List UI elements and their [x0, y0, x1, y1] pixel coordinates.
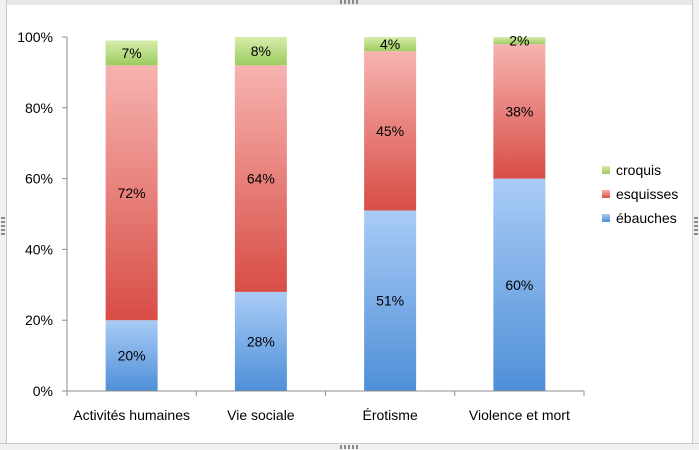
legend-label: ébauches: [616, 210, 677, 226]
x-category-label: Érotisme: [363, 407, 418, 423]
x-category-label: Vie sociale: [227, 407, 295, 423]
y-tick-label: 20%: [25, 312, 53, 328]
legend-swatch-esquisses: [602, 190, 610, 198]
x-category-label: Activités humaines: [73, 407, 190, 423]
resize-handle-left[interactable]: [1, 215, 5, 235]
data-label: 64%: [247, 171, 275, 187]
resize-handle-top[interactable]: [340, 0, 360, 4]
y-tick-label: 100%: [17, 29, 53, 45]
data-label: 51%: [376, 293, 404, 309]
resize-handle-bottom[interactable]: [340, 445, 360, 449]
data-label: 45%: [376, 123, 404, 139]
data-label: 20%: [118, 348, 146, 364]
data-label: 28%: [247, 333, 275, 349]
resize-handle-right[interactable]: [694, 215, 698, 235]
y-tick-label: 40%: [25, 241, 53, 257]
legend-label: esquisses: [616, 186, 678, 202]
bar-segment-ébauches: [364, 210, 417, 391]
bar-segment-ébauches: [105, 320, 158, 391]
data-label: 4%: [380, 36, 400, 52]
data-label: 8%: [251, 43, 271, 59]
data-label: 38%: [505, 103, 533, 119]
bar-segment-ébauches: [493, 178, 546, 391]
bar-segment-croquis: [234, 37, 287, 66]
bar-segment-esquisses: [364, 51, 417, 211]
y-tick-label: 0%: [33, 383, 53, 399]
data-label: 72%: [118, 185, 146, 201]
x-axis: Activités humaines Vie sociale Érotisme Vio…: [66, 390, 585, 423]
y-tick-label: 60%: [25, 171, 53, 187]
bar-segment-esquisses: [493, 44, 546, 179]
bars: 20% 72% 7% 28% 64% 8% 51% 45% 4% 60% 38% 2%: [105, 33, 546, 391]
legend: croquis esquisses ébauches: [602, 162, 678, 226]
legend-label: croquis: [616, 162, 661, 178]
data-label: 60%: [505, 277, 533, 293]
bar-segment-croquis: [105, 40, 158, 66]
y-tick-label: 80%: [25, 100, 53, 116]
data-label: 2%: [509, 33, 529, 49]
x-category-label: Violence et mort: [469, 407, 570, 423]
bar-segment-esquisses: [105, 65, 158, 321]
data-label: 7%: [122, 45, 142, 61]
bar-segment-croquis: [364, 37, 417, 52]
legend-swatch-ébauches: [602, 214, 610, 222]
bar-segment-croquis: [493, 37, 546, 45]
legend-swatch-croquis: [602, 166, 610, 174]
bar-segment-ébauches: [234, 291, 287, 391]
y-axis: 0% 20% 40% 60% 80% 100%: [17, 29, 68, 399]
bar-segment-esquisses: [234, 65, 287, 292]
